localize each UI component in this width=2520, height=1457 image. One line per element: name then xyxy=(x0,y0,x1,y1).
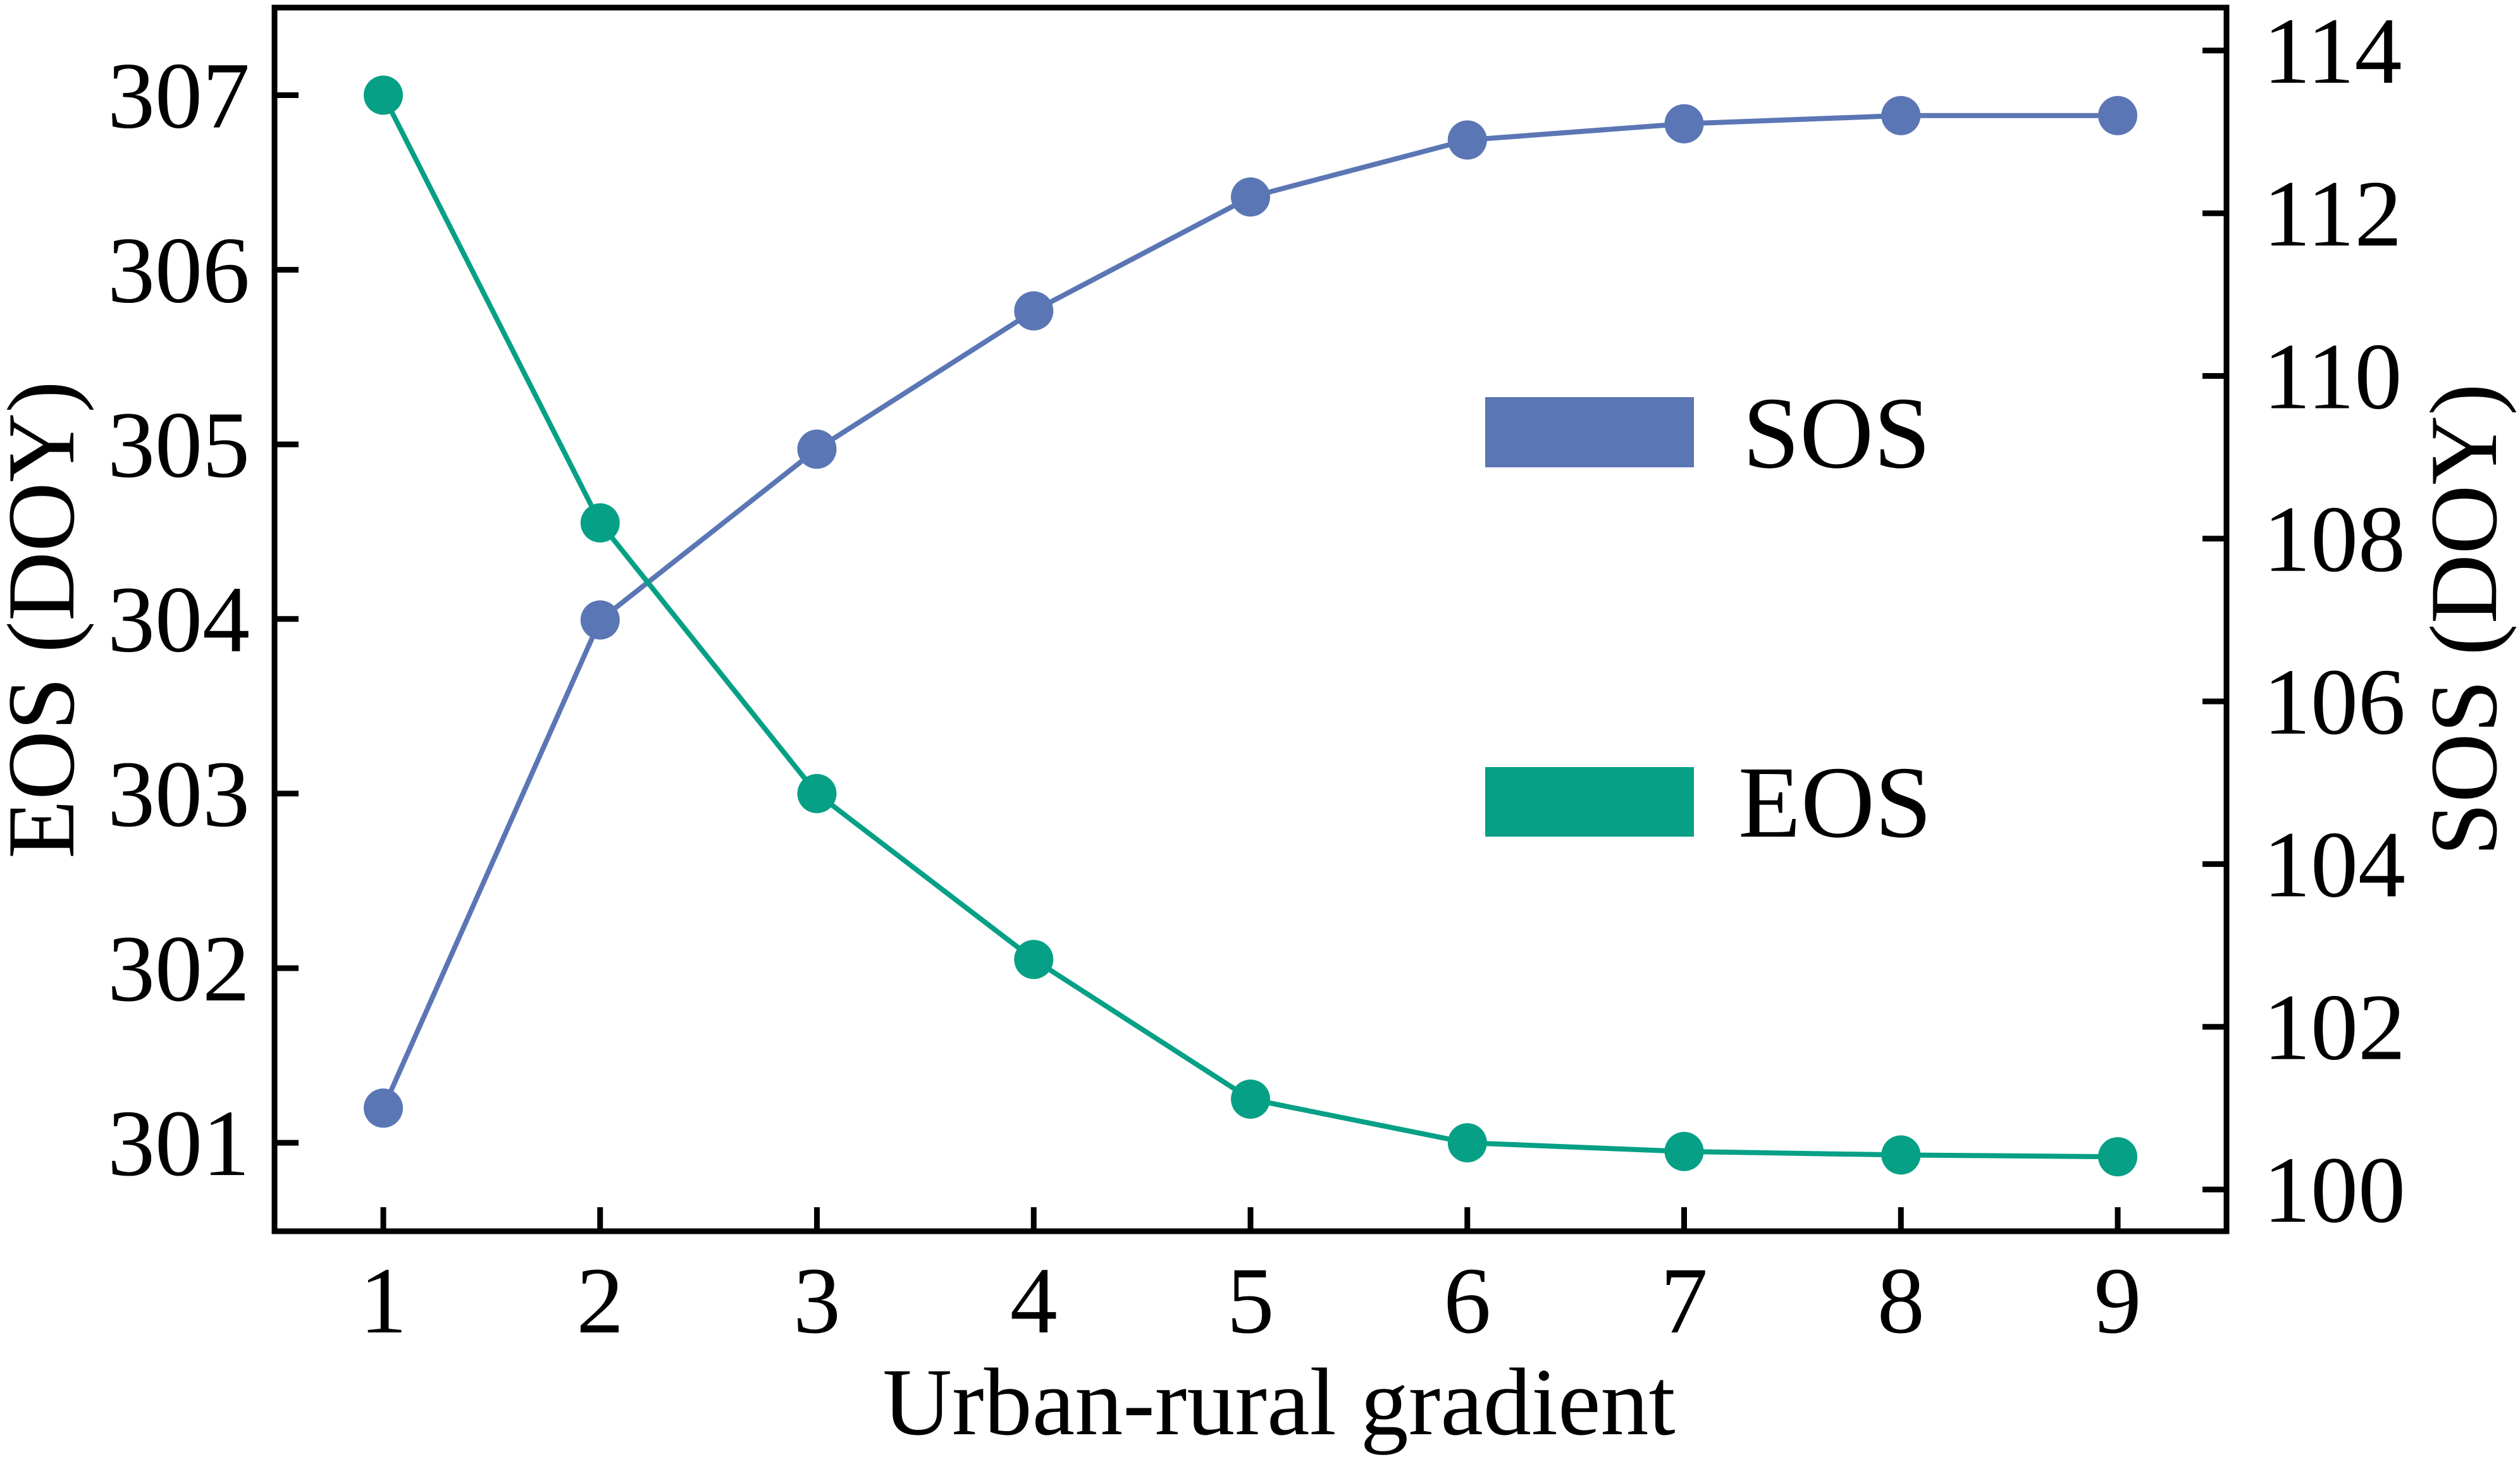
sos-data-point xyxy=(1231,177,1270,217)
eos-data-point xyxy=(364,75,403,115)
x-axis-title: Urban-rural gradient xyxy=(882,1349,1675,1455)
left-y-tick-label: 301 xyxy=(108,1091,250,1196)
right-y-tick-label: 114 xyxy=(2263,0,2402,104)
eos-data-point xyxy=(1881,1135,1921,1175)
right-y-tick-label: 110 xyxy=(2263,324,2402,429)
left-y-tick-label: 302 xyxy=(108,916,250,1021)
x-tick-label: 9 xyxy=(2094,1248,2142,1353)
left-y-tick-label: 303 xyxy=(108,742,250,847)
x-tick-label: 5 xyxy=(1227,1248,1275,1353)
legend-label-eos: EOS xyxy=(1738,746,1932,859)
x-tick-label: 4 xyxy=(1010,1248,1058,1353)
sos-data-point xyxy=(580,600,620,640)
eos-data-point xyxy=(1014,940,1054,980)
legend-swatch-eos xyxy=(1485,767,1694,837)
right-y-axis-ticks: 100 102 104 106 108 110 112 114 xyxy=(2202,0,2406,1243)
sos-data-point xyxy=(1664,104,1704,144)
legend-label-sos: SOS xyxy=(1743,377,1930,490)
sos-data-point xyxy=(1447,120,1487,160)
left-y-tick-label: 304 xyxy=(108,567,250,672)
left-y-axis-ticks: 301 302 303 304 305 306 307 xyxy=(108,44,299,1196)
legend-swatch-sos xyxy=(1485,397,1694,467)
series-sos xyxy=(364,95,2137,1128)
x-tick-label: 8 xyxy=(1877,1248,1925,1353)
sos-data-point xyxy=(1014,291,1054,331)
left-y-tick-label: 307 xyxy=(108,44,250,149)
eos-data-point xyxy=(1447,1123,1487,1163)
sos-data-point xyxy=(364,1088,403,1128)
sos-line xyxy=(381,113,2120,1111)
legend-item-sos: SOS xyxy=(1485,377,1930,490)
eos-data-point xyxy=(1231,1079,1270,1119)
right-y-tick-label: 108 xyxy=(2263,487,2406,592)
x-axis-ticks: 1 2 3 4 5 6 7 8 9 xyxy=(360,1207,2142,1353)
right-y-axis-title: SOS (DOY) xyxy=(2411,383,2517,856)
right-y-tick-label: 106 xyxy=(2263,649,2406,754)
right-y-tick-label: 104 xyxy=(2263,812,2406,917)
right-y-tick-label: 102 xyxy=(2263,975,2406,1080)
left-y-tick-label: 305 xyxy=(108,393,250,498)
series-layer xyxy=(364,75,2137,1177)
sos-data-point xyxy=(2098,95,2137,135)
series-eos xyxy=(364,75,2137,1177)
eos-data-point xyxy=(1664,1131,1704,1171)
eos-data-point xyxy=(580,503,620,543)
x-tick-label: 7 xyxy=(1660,1248,1708,1353)
eos-data-point xyxy=(797,773,837,813)
eos-line xyxy=(381,92,2120,1160)
x-tick-label: 6 xyxy=(1443,1248,1491,1353)
left-y-tick-label: 306 xyxy=(108,218,250,323)
x-tick-label: 3 xyxy=(793,1248,841,1353)
sos-data-point xyxy=(1881,95,1921,135)
x-tick-label: 2 xyxy=(576,1248,624,1353)
legend-item-eos: EOS xyxy=(1485,746,1932,859)
right-y-tick-label: 112 xyxy=(2263,161,2402,266)
right-y-tick-label: 100 xyxy=(2263,1138,2406,1243)
legend: SOS EOS xyxy=(1485,377,1932,859)
sos-data-point xyxy=(797,429,837,469)
x-tick-label: 1 xyxy=(360,1248,407,1353)
eos-data-point xyxy=(2098,1137,2137,1177)
left-y-axis-title: EOS (DOY) xyxy=(0,381,94,859)
